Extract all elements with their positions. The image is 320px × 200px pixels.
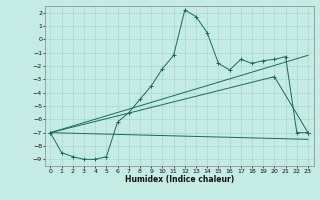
X-axis label: Humidex (Indice chaleur): Humidex (Indice chaleur): [124, 175, 234, 184]
